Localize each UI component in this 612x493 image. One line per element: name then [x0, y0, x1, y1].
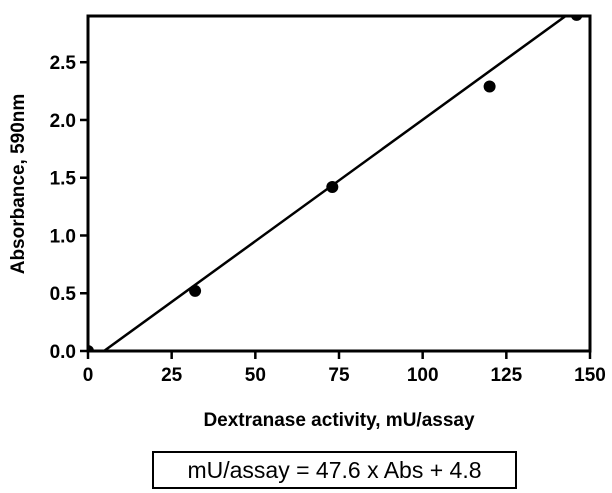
x-tick-label: 25	[161, 365, 183, 386]
data-point	[326, 180, 339, 193]
y-tick-label: 0.0	[50, 342, 76, 363]
y-tick-label: 1.0	[50, 226, 76, 247]
data-point	[189, 284, 202, 297]
x-tick-label: 0	[83, 365, 94, 386]
plot-frame	[86, 14, 592, 353]
x-tick-label: 150	[574, 365, 606, 386]
x-tick-label: 100	[407, 365, 439, 386]
x-tick-label: 125	[490, 365, 522, 386]
x-tick-label: 50	[245, 365, 266, 386]
y-axis-title: Absorbance, 590nm	[8, 94, 29, 275]
equation-box: mU/assay = 47.6 x Abs + 4.8	[152, 451, 517, 489]
data-points	[88, 16, 583, 351]
equation-text: mU/assay = 47.6 x Abs + 4.8	[187, 456, 482, 483]
data-point	[483, 80, 496, 93]
y-tick-label: 1.5	[50, 169, 77, 190]
x-axis-ticks: 0 25 50 75 100 125 150	[83, 351, 606, 386]
y-tick-label: 2.0	[50, 111, 76, 132]
y-tick-label: 2.5	[50, 53, 77, 74]
x-tick-label: 75	[328, 365, 350, 386]
y-axis-ticks: 0.0 0.5 1.0 1.5 2.0 2.5	[50, 53, 88, 363]
x-axis-title: Dextranase activity, mU/assay	[203, 410, 475, 431]
y-tick-label: 0.5	[50, 284, 77, 305]
fit-line	[101, 16, 568, 351]
plot-area	[88, 16, 583, 351]
